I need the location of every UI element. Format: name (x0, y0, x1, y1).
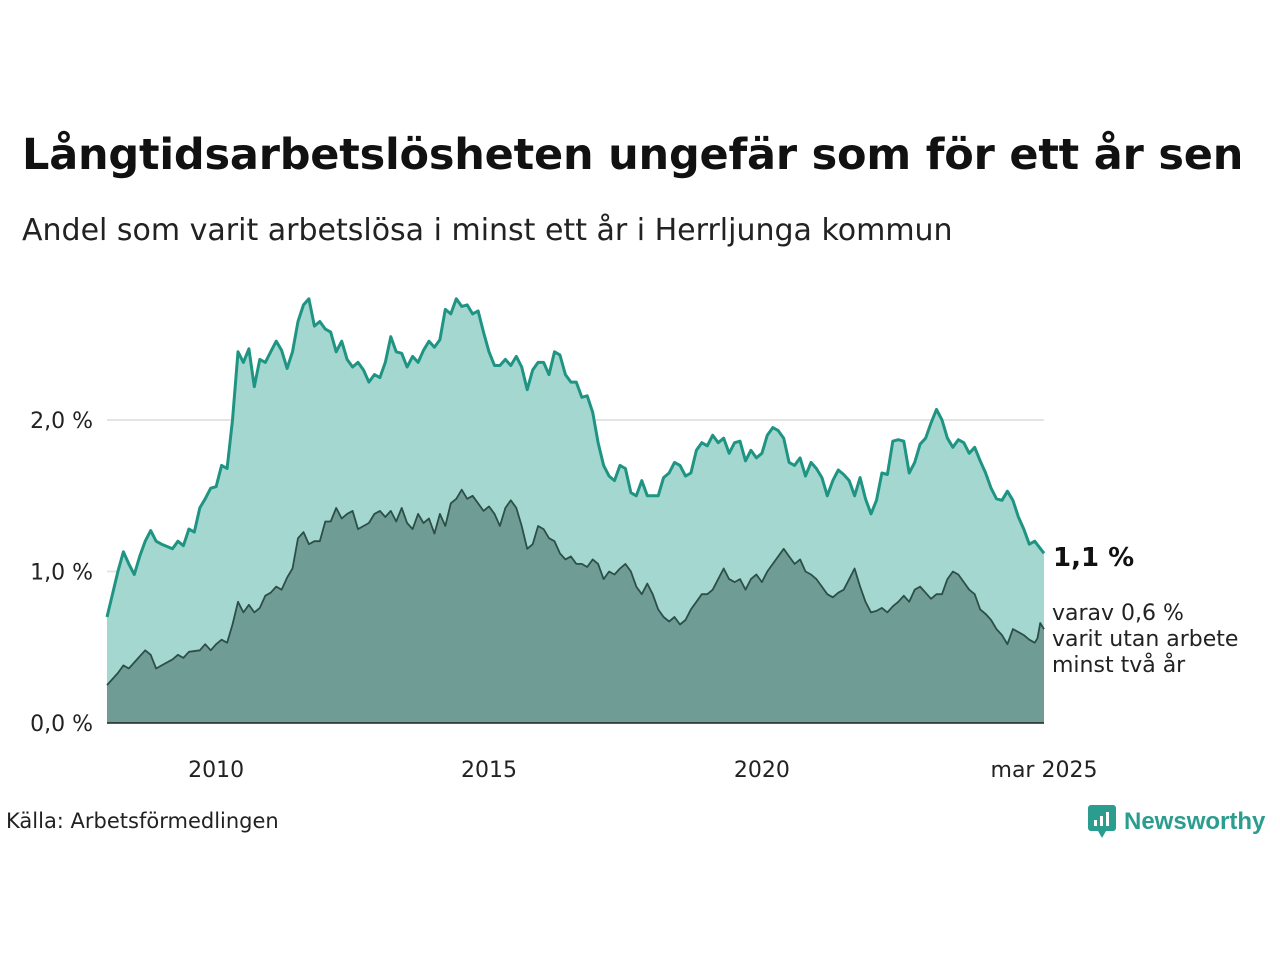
newsworthy-logo-icon (1088, 805, 1116, 838)
sub-value-label-line2: varit utan arbete (1052, 627, 1238, 652)
chart-title: Långtidsarbetslösheten ungefär som för e… (22, 130, 1244, 180)
y-tick-label: 1,0 % (30, 561, 93, 586)
axis-layer: 0,0 % 1,0 % 2,0 % 2010 2015 2020 mar 2025 (30, 409, 1097, 783)
chart-subtitle: Andel som varit arbetslösa i minst ett å… (22, 213, 953, 248)
source-note: Källa: Arbetsförmedlingen (6, 809, 279, 833)
x-tick-label: 2010 (188, 758, 244, 783)
x-tick-label: mar 2025 (991, 758, 1098, 783)
x-tick-label: 2020 (734, 758, 790, 783)
sub-value-label-line3: minst två år (1052, 652, 1186, 678)
y-tick-label: 2,0 % (30, 409, 93, 434)
x-tick-label: 2015 (461, 758, 517, 783)
brand-name: Newsworthy (1124, 808, 1266, 835)
series-layer (105, 297, 1046, 723)
y-tick-label: 0,0 % (30, 712, 93, 737)
series-line-1 (105, 297, 1046, 618)
series-line-2 (106, 488, 1045, 686)
sub-value-label-line1: varav 0,6 % (1052, 601, 1184, 626)
main-value-label: 1,1 % (1053, 543, 1134, 573)
series-area-2 (107, 489, 1044, 723)
brand-logo: Newsworthy (1088, 804, 1265, 840)
